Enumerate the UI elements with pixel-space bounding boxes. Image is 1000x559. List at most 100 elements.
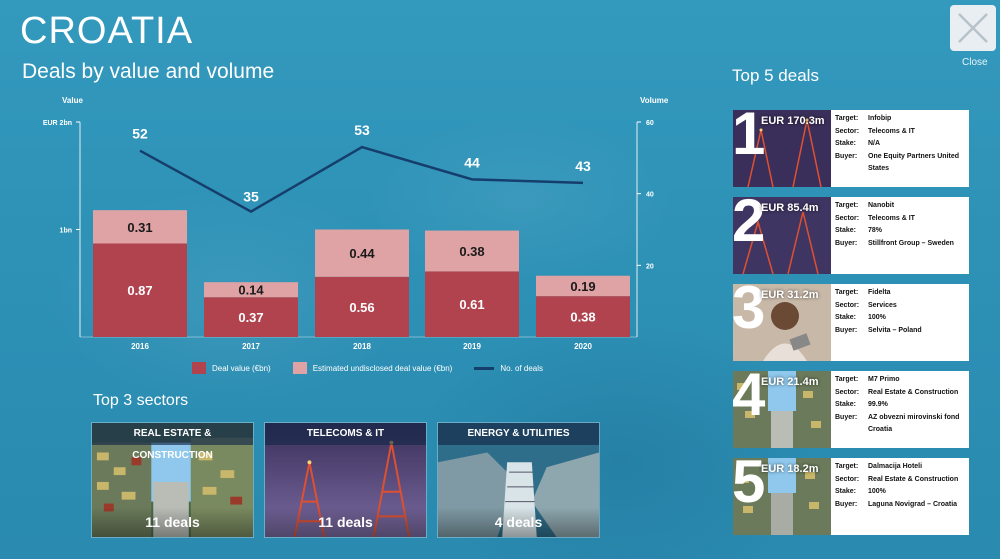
sector-key: Sector:	[835, 127, 860, 135]
bar-label-undisclosed: 0.14	[238, 283, 264, 298]
deal-value: EUR 31.2m	[761, 289, 819, 301]
deal-info: Target: Infobip Sector: Telecoms & IT Stake:…	[831, 110, 969, 187]
deal-target: Infobip	[868, 115, 892, 122]
bar-deal-value	[204, 297, 298, 337]
left-axis-label: Value	[62, 96, 83, 105]
bar-label-undisclosed: 0.31	[127, 220, 152, 235]
bar-label-deal-value: 0.37	[238, 310, 263, 325]
deal-image: 4 EUR 21.4m	[733, 371, 831, 448]
building-image	[92, 423, 253, 537]
sector-key: Sector:	[835, 214, 860, 222]
bar-undisclosed-value	[536, 275, 630, 297]
stake-key: Stake:	[835, 401, 857, 408]
deal-info: Target: Fidelta Sector: Services Stake: 100% B…	[831, 284, 969, 361]
bar-undisclosed-value	[425, 230, 519, 272]
sector-card-energy[interactable]: ENERGY & UTILITIES 4 deals	[437, 422, 600, 538]
deal-stake: 78%	[868, 227, 883, 234]
sector-deals: 11 deals	[92, 507, 253, 537]
bar-label-undisclosed: 0.44	[349, 246, 375, 261]
deal-info: Target: M7 Primo Sector: Real Estate & Cons…	[831, 371, 969, 448]
deals-chart: Value Volume EUR 2bn 1bn 60 40 20 0.87 0.31 0…	[43, 96, 669, 351]
top-deals-title: Top 5 deals	[732, 66, 819, 85]
sector-name: ENERGY & UTILITIES	[438, 423, 599, 445]
bar-deal-value	[93, 243, 187, 337]
deal-stake: 99.9%	[868, 401, 888, 408]
bar-label-deal-value: 0.61	[459, 297, 484, 312]
deal-photo	[733, 110, 831, 187]
page-subtitle: Deals by value and volume	[22, 60, 275, 83]
deal-sector: Telecoms & IT	[868, 127, 915, 135]
legend-swatch-deal-value	[192, 362, 206, 374]
deal-photo	[733, 458, 831, 535]
sector-key: Sector:	[835, 301, 860, 309]
right-tick-label: 20	[646, 263, 654, 270]
sector-name: REAL ESTATE & CONSTRUCTION	[92, 423, 253, 461]
deal-image: 2 EUR 85.4m	[733, 197, 831, 274]
deal-value: EUR 85.4m	[761, 202, 819, 214]
deal-photo	[733, 371, 831, 448]
buyer-key: Buyer:	[835, 239, 858, 247]
deal-info: Target: Nanobit Sector: Telecoms & IT Stake:…	[831, 197, 969, 274]
deal-image: 3 EUR 31.2m	[733, 284, 831, 361]
deal-value: EUR 18.2m	[761, 463, 819, 475]
sector-deals: 11 deals	[265, 507, 426, 537]
deal-stake: N/A	[868, 140, 881, 147]
deal-card-2[interactable]: 2 EUR 85.4m Target: Nanobit Sector: Telecoms …	[733, 197, 969, 274]
close-label: Close	[962, 57, 988, 68]
bar-label-undisclosed: 0.19	[570, 279, 595, 294]
legend-undisclosed: Estimated undisclosed deal value (€bn)	[312, 363, 453, 373]
deal-value: EUR 21.4m	[761, 376, 819, 388]
deal-buyer: AZ obvezni mirovinski fond Croatia	[868, 413, 960, 434]
page-title: CROATIA	[20, 10, 194, 52]
bar-label-deal-value: 0.38	[570, 310, 595, 325]
buyer-key: Buyer:	[835, 413, 858, 421]
deal-target: M7 Primo	[868, 376, 900, 383]
legend-deals: No. of deals	[500, 363, 544, 373]
buyer-key: Buyer:	[835, 500, 858, 508]
deal-info: Target: Dalmacija Hoteli Sector: Real Estat…	[831, 458, 969, 535]
close-button[interactable]	[950, 5, 996, 51]
deal-count-label: 35	[243, 189, 259, 205]
deal-value: EUR 170.3m	[761, 115, 825, 127]
deal-card-3[interactable]: 3 EUR 31.2m Target: Fidelta Sector: Services S…	[733, 284, 969, 361]
deal-buyer: One Equity Partners United States	[868, 152, 960, 173]
right-tick-label: 60	[646, 120, 654, 127]
buyer-key: Buyer:	[835, 326, 858, 334]
deal-sector: Real Estate & Construction	[868, 388, 959, 396]
stake-key: Stake:	[835, 227, 857, 234]
sector-key: Sector:	[835, 388, 860, 396]
deal-buyer: Stillfront Group – Sweden	[868, 239, 954, 247]
buyer-key: Buyer:	[835, 152, 858, 160]
target-key: Target:	[835, 115, 859, 122]
target-key: Target:	[835, 463, 859, 470]
deal-photo	[733, 197, 831, 274]
category-label: 2020	[574, 342, 592, 351]
deal-stake: 100%	[868, 488, 886, 495]
sector-name: TELECOMS & IT	[265, 423, 426, 445]
category-label: 2016	[131, 342, 149, 351]
target-key: Target:	[835, 376, 859, 383]
deal-card-5[interactable]: 5 EUR 18.2m Target: Dalmacija Hoteli Sector:…	[733, 458, 969, 535]
bar-label-deal-value: 0.87	[127, 283, 152, 298]
stake-key: Stake:	[835, 314, 857, 321]
deal-card-4[interactable]: 4 EUR 21.4m Target: M7 Primo Sector: Real Est…	[733, 371, 969, 448]
deal-count-label: 52	[132, 126, 148, 142]
right-tick-label: 40	[646, 192, 654, 199]
sector-card-real-estate[interactable]: REAL ESTATE & CONSTRUCTION 11 deals	[91, 422, 254, 538]
bar-label-undisclosed: 0.38	[459, 244, 484, 259]
sector-deals: 4 deals	[438, 507, 599, 537]
deal-image: 1 EUR 170.3m	[733, 110, 831, 187]
deal-card-1[interactable]: 1 EUR 170.3m Target: Infobip Sector: Telecoms…	[733, 110, 969, 187]
deal-image: 5 EUR 18.2m	[733, 458, 831, 535]
category-label: 2019	[463, 342, 481, 351]
deal-sector: Services	[868, 301, 897, 309]
deal-count-label: 43	[575, 158, 591, 174]
bar-label-deal-value: 0.56	[349, 300, 374, 315]
sector-card-telecoms[interactable]: TELECOMS & IT 11 deals	[264, 422, 427, 538]
bar-deal-value	[425, 271, 519, 337]
deal-sector: Telecoms & IT	[868, 214, 915, 222]
deal-target: Nanobit	[868, 202, 895, 209]
deal-count-label: 53	[354, 122, 370, 138]
deal-buyer: Laguna Novigrad – Croatia	[868, 500, 958, 508]
right-axis-label: Volume	[640, 96, 669, 105]
